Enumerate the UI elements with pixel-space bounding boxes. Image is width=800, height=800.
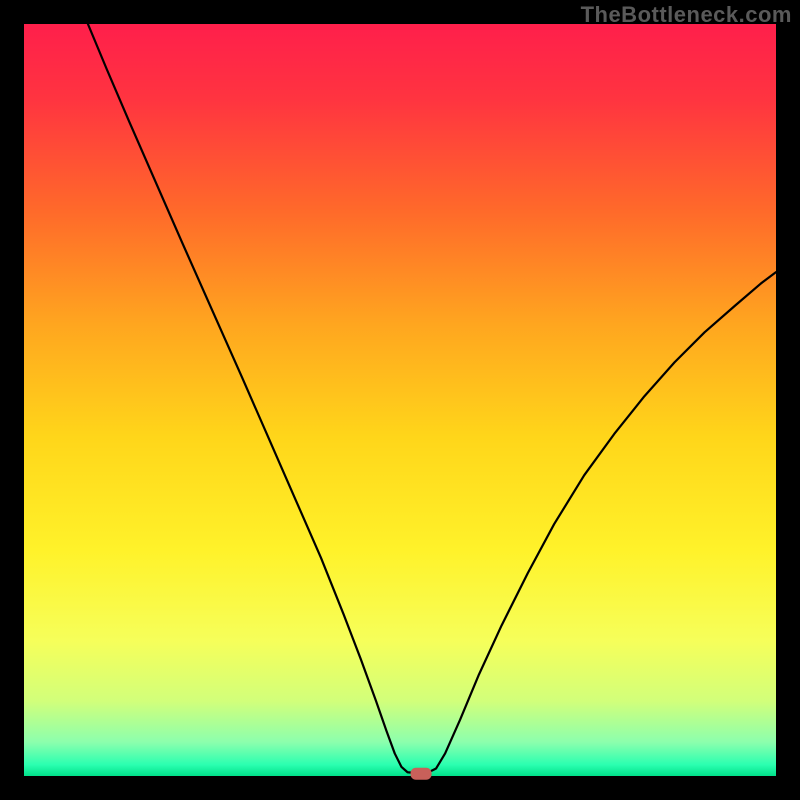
bottleneck-chart [0, 0, 800, 800]
chart-frame: TheBottleneck.com [0, 0, 800, 800]
optimal-point-marker [411, 768, 432, 780]
watermark-text: TheBottleneck.com [581, 2, 792, 28]
